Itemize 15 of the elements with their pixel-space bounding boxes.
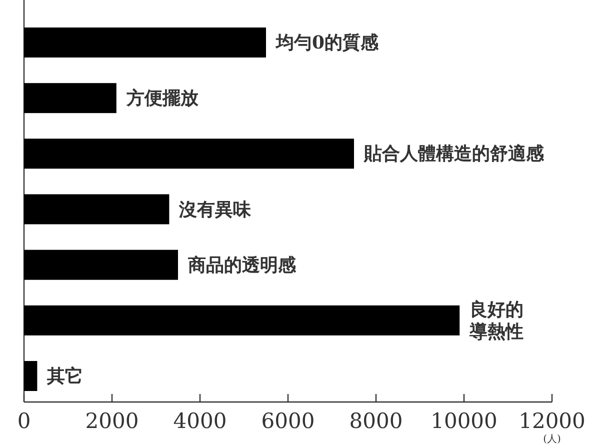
x-tick-label: 2000 (85, 409, 139, 433)
x-tick-label: 12000 (518, 409, 586, 433)
x-tick-label: 10000 (430, 409, 498, 433)
x-axis-title: (人) (543, 434, 561, 445)
x-tick-label: 4000 (173, 409, 227, 433)
y-tick-label: 商品的透明感 (187, 254, 297, 276)
x-tick-label: 8000 (349, 409, 403, 433)
y-tick-label: 其它 (46, 366, 84, 387)
x-tick-label: 0 (17, 409, 31, 433)
x-tick-label: 6000 (261, 409, 315, 433)
y-tick-label: 均勻0的質感 (275, 32, 380, 54)
y-tick-label: 貼合人體構造的舒適感 (363, 144, 545, 165)
y-tick-label: 沒有異味 (178, 199, 252, 220)
y-tick-label: 方便擺放 (125, 88, 200, 110)
y-tick-label: 良好的導熱性 (468, 299, 524, 342)
